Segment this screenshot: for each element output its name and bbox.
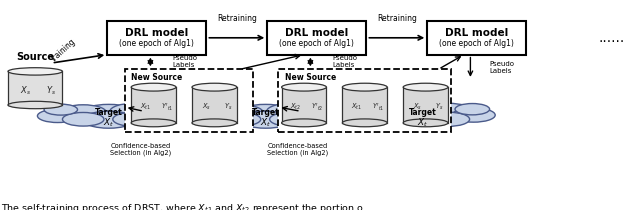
Text: (one epoch of Alg1): (one epoch of Alg1): [440, 39, 514, 47]
Text: $X_s$: $X_s$: [202, 102, 211, 112]
Text: Confidence-based
Selection (in Alg2): Confidence-based Selection (in Alg2): [267, 143, 328, 156]
Text: Source: Source: [16, 52, 54, 62]
Text: $X_{t1}$: $X_{t1}$: [140, 102, 151, 112]
Bar: [278, 69, 451, 132]
Ellipse shape: [192, 83, 237, 91]
Circle shape: [269, 112, 313, 126]
Text: $Y_s$: $Y_s$: [47, 84, 56, 97]
Text: (one epoch of Alg1): (one epoch of Alg1): [280, 39, 354, 47]
Bar: [8, 71, 63, 105]
Circle shape: [138, 108, 182, 122]
Circle shape: [113, 112, 156, 126]
Circle shape: [426, 112, 470, 126]
Bar: [268, 21, 366, 55]
Circle shape: [267, 103, 316, 119]
Circle shape: [220, 113, 260, 126]
Text: Retraining: Retraining: [217, 14, 257, 23]
Circle shape: [141, 104, 176, 115]
Circle shape: [394, 104, 451, 123]
Ellipse shape: [8, 101, 63, 109]
Text: ......: ......: [598, 31, 625, 45]
Text: $X_t$: $X_t$: [103, 117, 115, 129]
Text: Target: Target: [95, 108, 123, 117]
Circle shape: [80, 104, 138, 123]
Text: Retraining: Retraining: [377, 14, 417, 23]
Circle shape: [455, 104, 490, 115]
Bar: [125, 69, 253, 132]
Circle shape: [44, 104, 77, 115]
Text: Pseudo
Labels: Pseudo Labels: [333, 55, 358, 68]
Ellipse shape: [342, 119, 387, 127]
Ellipse shape: [131, 119, 176, 127]
Circle shape: [295, 108, 339, 122]
Ellipse shape: [8, 68, 63, 75]
Text: New Source: New Source: [285, 74, 336, 83]
Ellipse shape: [342, 83, 387, 91]
Text: $X_s$: $X_s$: [413, 102, 422, 112]
Circle shape: [239, 111, 292, 128]
Text: (one epoch of Alg1): (one epoch of Alg1): [120, 39, 194, 47]
Ellipse shape: [282, 83, 326, 91]
Text: Training: Training: [49, 37, 77, 64]
Text: $X_s$: $X_s$: [20, 84, 31, 97]
Text: DRL model: DRL model: [125, 28, 188, 38]
Text: Confidence-based
Selection (in Alg2): Confidence-based Selection (in Alg2): [110, 143, 172, 156]
Bar: [131, 87, 176, 123]
Text: $Y_s$: $Y_s$: [435, 102, 444, 112]
Text: Target: Target: [408, 108, 436, 117]
Text: $X_t$: $X_t$: [260, 117, 271, 129]
Text: $X_t$: $X_t$: [417, 117, 428, 129]
Circle shape: [38, 109, 78, 122]
Bar: [282, 87, 326, 123]
Circle shape: [351, 109, 392, 122]
Bar: [192, 87, 237, 123]
Circle shape: [376, 113, 417, 126]
Circle shape: [60, 105, 106, 120]
Text: The self-training process of DRST, where $X_{t1}$ and $X_{t2}$ represent the por: The self-training process of DRST, where…: [1, 202, 364, 210]
Text: New Source: New Source: [131, 74, 182, 83]
Text: Pseudo
Labels: Pseudo Labels: [173, 55, 198, 68]
Circle shape: [110, 103, 159, 119]
Text: $Y'_{t2}$: $Y'_{t2}$: [311, 101, 324, 113]
Text: DRL model: DRL model: [445, 28, 508, 38]
Text: Pseudo
Labels: Pseudo Labels: [490, 61, 515, 74]
Text: Target: Target: [252, 108, 280, 117]
Text: $Y'_{t1}$: $Y'_{t1}$: [372, 101, 385, 113]
Ellipse shape: [403, 83, 448, 91]
Text: $Y'_{t1}$: $Y'_{t1}$: [161, 101, 173, 113]
Ellipse shape: [403, 119, 448, 127]
Bar: [403, 87, 448, 123]
Circle shape: [63, 113, 104, 126]
Circle shape: [298, 104, 333, 115]
Text: DRL model: DRL model: [285, 28, 348, 38]
Circle shape: [201, 104, 234, 115]
Bar: [342, 87, 387, 123]
Ellipse shape: [192, 119, 237, 127]
Bar: [428, 21, 526, 55]
Bar: [107, 21, 206, 55]
Circle shape: [217, 105, 263, 120]
Text: $X_{t1}$: $X_{t1}$: [351, 102, 362, 112]
Circle shape: [374, 105, 420, 120]
Circle shape: [452, 108, 495, 122]
Text: $Y_s$: $Y_s$: [223, 102, 232, 112]
Circle shape: [237, 104, 294, 123]
Circle shape: [397, 111, 449, 128]
Circle shape: [358, 104, 391, 115]
Circle shape: [424, 103, 472, 119]
Text: $X_{t2}$: $X_{t2}$: [291, 102, 301, 112]
Circle shape: [195, 109, 234, 122]
Circle shape: [83, 111, 135, 128]
Ellipse shape: [131, 83, 176, 91]
Ellipse shape: [282, 119, 326, 127]
